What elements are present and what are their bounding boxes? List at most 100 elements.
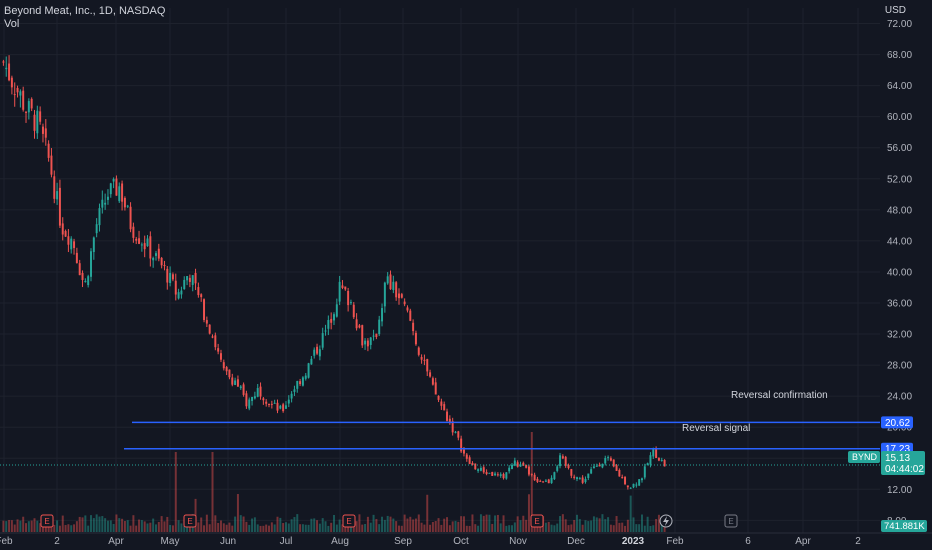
candle-body (160, 257, 163, 266)
volume-bar (146, 523, 149, 532)
candle-body (203, 299, 206, 321)
volume-bar (386, 515, 389, 532)
earnings-marker-label: E (346, 517, 351, 526)
candle-body (420, 357, 423, 360)
currency-label: USD (884, 5, 906, 16)
volume-bar (169, 524, 172, 532)
volume-bar (446, 517, 449, 532)
candle-body (169, 272, 172, 283)
candle-body (462, 449, 465, 454)
price-tick-label: 68.00 (887, 50, 912, 61)
volume-bar (132, 515, 135, 532)
candle-body (426, 359, 429, 372)
candle-body (412, 322, 415, 332)
earnings-marker-future-label: E (728, 517, 733, 526)
volume-bar (236, 494, 239, 532)
candle-body (417, 347, 420, 355)
candle-body (287, 399, 290, 404)
volume-legend[interactable]: Vol (4, 18, 20, 30)
time-tick-label: 2 (54, 536, 60, 547)
volume-bar (276, 516, 279, 532)
volume-bar (284, 522, 287, 532)
volume-bar (333, 514, 335, 532)
candle-body (338, 281, 341, 302)
time-tick-label: 6 (745, 536, 751, 547)
volume-bar (612, 525, 615, 532)
candle-body (92, 237, 95, 253)
candle-body (663, 460, 666, 467)
volume-bar (496, 514, 499, 532)
candle-body (327, 320, 330, 329)
volume-bar (143, 521, 146, 532)
time-tick-label: 2 (855, 536, 861, 547)
volume-bar (511, 525, 513, 532)
volume-bar (358, 514, 361, 532)
annotation-reversal-signal[interactable]: Reversal signal (682, 423, 750, 434)
candle-body (234, 380, 237, 385)
price-tick-label: 24.00 (887, 392, 912, 403)
candle-body (556, 466, 559, 471)
candle-body (335, 304, 338, 317)
volume-readout: 741.881K (884, 521, 925, 532)
candle-body (643, 466, 646, 478)
candle-body (341, 285, 344, 288)
volume-bar (657, 514, 660, 532)
candle-body (188, 277, 191, 282)
candle-body (400, 294, 403, 298)
annotation-reversal-confirmation[interactable]: Reversal confirmation (731, 390, 828, 401)
candle-body (612, 459, 615, 467)
candle-body (214, 335, 217, 348)
volume-bar (389, 516, 392, 532)
candle-body (253, 396, 256, 399)
volume-bar (140, 520, 143, 532)
candle-body (649, 455, 652, 465)
volume-bar (70, 525, 73, 532)
symbol-tag-bg (848, 451, 880, 463)
volume-bar (349, 524, 352, 532)
volume-bar (242, 516, 245, 532)
symbol-title[interactable]: Beyond Meat, Inc., 1D, NASDAQ (4, 5, 166, 17)
candle-body (251, 396, 254, 401)
volume-bar (559, 516, 562, 532)
candle-body (304, 375, 307, 379)
time-tick-label: Sep (394, 536, 412, 547)
candle-body (47, 143, 50, 158)
time-axis[interactable]: Feb 2 Apr May Jun Jul Aug Sep Oct Nov Dec 2023 Feb 6 A… (0, 536, 861, 547)
candle-body (56, 191, 59, 200)
time-tick-label: Nov (509, 536, 527, 547)
volume-bar (525, 519, 528, 532)
candle-body (135, 238, 138, 241)
volume-bar (595, 517, 598, 532)
time-tick-label: Dec (567, 536, 585, 547)
candle-body (84, 280, 87, 283)
candle-body (236, 379, 239, 387)
volume-bar (502, 515, 505, 532)
candle-body (248, 399, 251, 409)
volume-bar (219, 520, 222, 532)
volume-bar (64, 525, 67, 532)
volume-bar (395, 521, 398, 532)
candle-body (397, 293, 400, 299)
candle-body (587, 473, 590, 479)
volume-bar (581, 524, 584, 532)
volume-bar (58, 525, 61, 532)
candle-body (101, 199, 104, 208)
candle-body (607, 457, 610, 459)
candle-body (225, 367, 228, 372)
volume-bar (601, 514, 604, 532)
volume-bar (640, 514, 643, 532)
volume-bar (87, 525, 90, 532)
earnings-marker (183, 514, 197, 528)
candle-body (163, 265, 166, 267)
price-tick-label: 60.00 (887, 112, 912, 123)
volume-bar (609, 524, 612, 532)
volume-bar (259, 525, 262, 532)
symbol-tag: BYND (852, 452, 878, 462)
volume-bar (239, 515, 242, 532)
volume-bar (84, 515, 87, 532)
candle-body (372, 335, 375, 337)
candle-body (460, 438, 463, 452)
candle-body (30, 98, 33, 109)
volume-bar (304, 524, 307, 532)
